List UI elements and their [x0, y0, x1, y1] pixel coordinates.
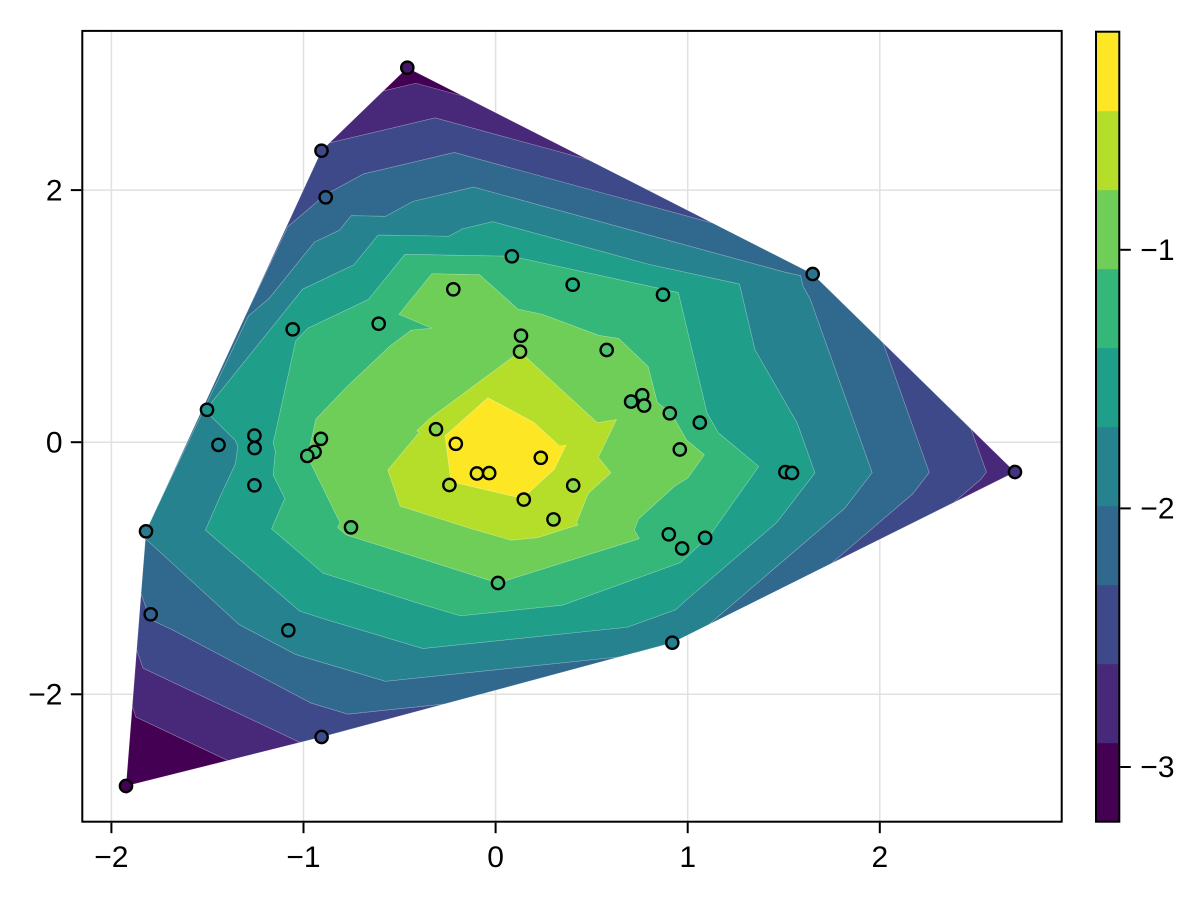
- svg-text:−2: −2: [28, 679, 62, 712]
- svg-text:2: 2: [46, 174, 63, 207]
- svg-text:−3: −3: [1140, 751, 1174, 784]
- svg-text:−1: −1: [1140, 234, 1174, 267]
- svg-text:−2: −2: [94, 841, 128, 874]
- svg-text:0: 0: [46, 426, 63, 459]
- svg-text:−1: −1: [286, 841, 320, 874]
- svg-text:−2: −2: [1140, 493, 1174, 526]
- svg-text:1: 1: [679, 841, 696, 874]
- svg-text:0: 0: [487, 841, 504, 874]
- svg-text:2: 2: [871, 841, 888, 874]
